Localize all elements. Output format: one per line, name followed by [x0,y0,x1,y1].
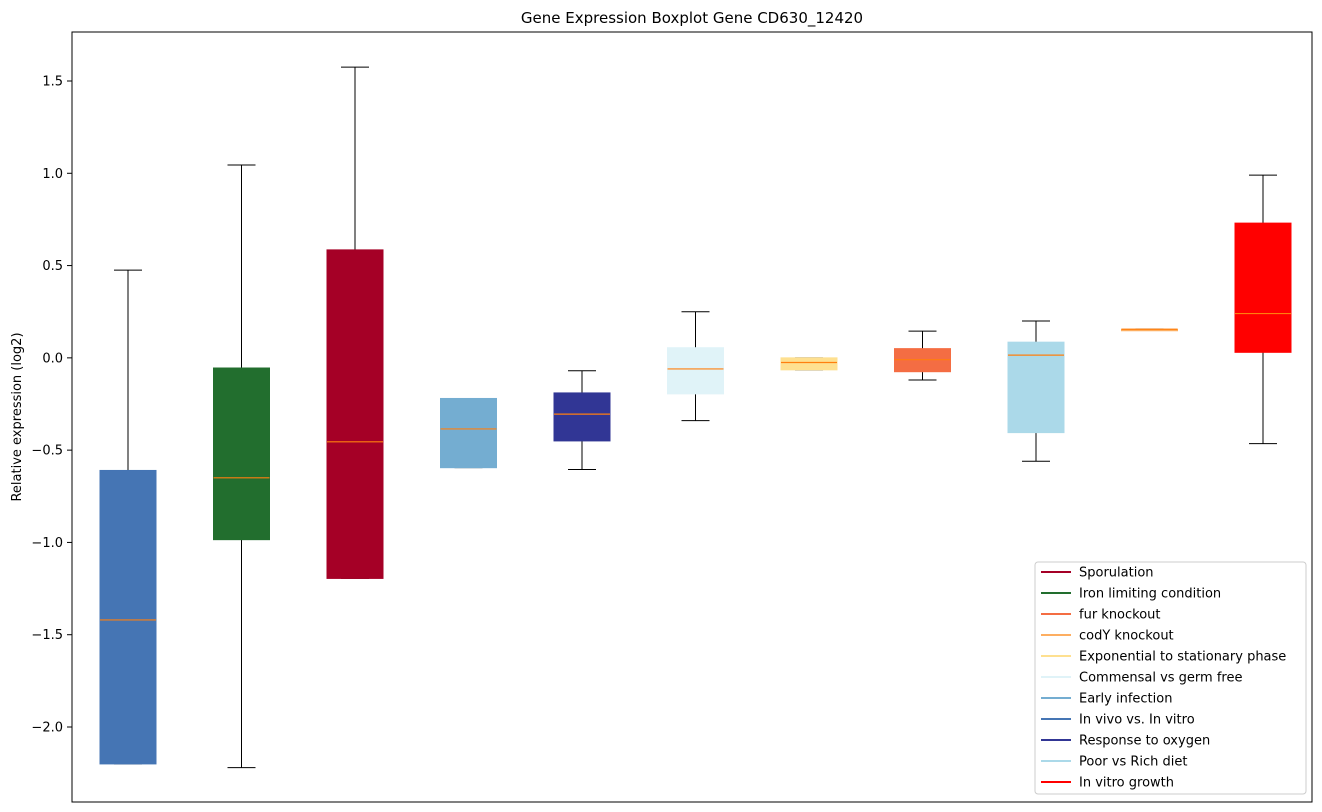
box-group [440,397,497,469]
box-body [213,367,270,541]
y-axis-ticks: 1.5 1.0 0.5 0.0 −0.5 −1.0 −1.5 −2.0 [31,75,72,736]
box-body [326,249,384,579]
y-tick-label: 0.0 [42,351,63,366]
legend-label: Iron limiting condition [1079,587,1221,602]
legend-label: codY knockout [1079,629,1174,644]
legend-label: Sporulation [1079,566,1154,581]
box-group [780,357,838,371]
y-tick-label: −2.0 [31,721,63,736]
box-group [1007,320,1065,462]
box-group [1234,174,1292,445]
legend-label: In vitro growth [1079,776,1174,791]
y-tick-label: −1.5 [31,628,63,643]
y-tick-label: 0.5 [42,259,63,274]
legend-label: Exponential to stationary phase [1079,650,1286,665]
y-tick-label: −1.0 [31,536,63,551]
y-axis-label: Relative expression (log2) [10,332,25,501]
legend-label: In vivo vs. In vitro [1079,713,1195,728]
box-group [99,269,157,765]
y-tick-label: −0.5 [31,444,63,459]
legend-label: Poor vs Rich diet [1079,755,1187,770]
y-tick-label: 1.5 [42,75,63,90]
legend-label: Commensal vs germ free [1079,671,1242,686]
legend-frame [1034,561,1307,795]
y-tick-label: 1.0 [42,167,63,182]
legend-label: fur knockout [1079,608,1161,623]
box-group [667,311,724,422]
legend: Sporulation Iron limiting condition fur kn… [1034,561,1307,795]
box-body [1007,341,1065,434]
box-body [553,392,611,442]
box-group [326,66,384,579]
box-body [780,357,838,371]
box-group [553,370,611,471]
box-body [667,347,724,395]
box-group [894,330,951,381]
legend-label: Early infection [1079,692,1172,707]
box-series [99,66,1292,769]
plot-frame [71,31,1313,803]
box-body [440,397,497,469]
legend-label: Response to oxygen [1079,734,1210,749]
box-body [1234,222,1292,353]
box-group [1121,328,1178,332]
box-body [99,469,157,765]
box-group [213,164,270,769]
chart-title: Gene Expression Boxplot Gene CD630_12420 [521,9,863,28]
